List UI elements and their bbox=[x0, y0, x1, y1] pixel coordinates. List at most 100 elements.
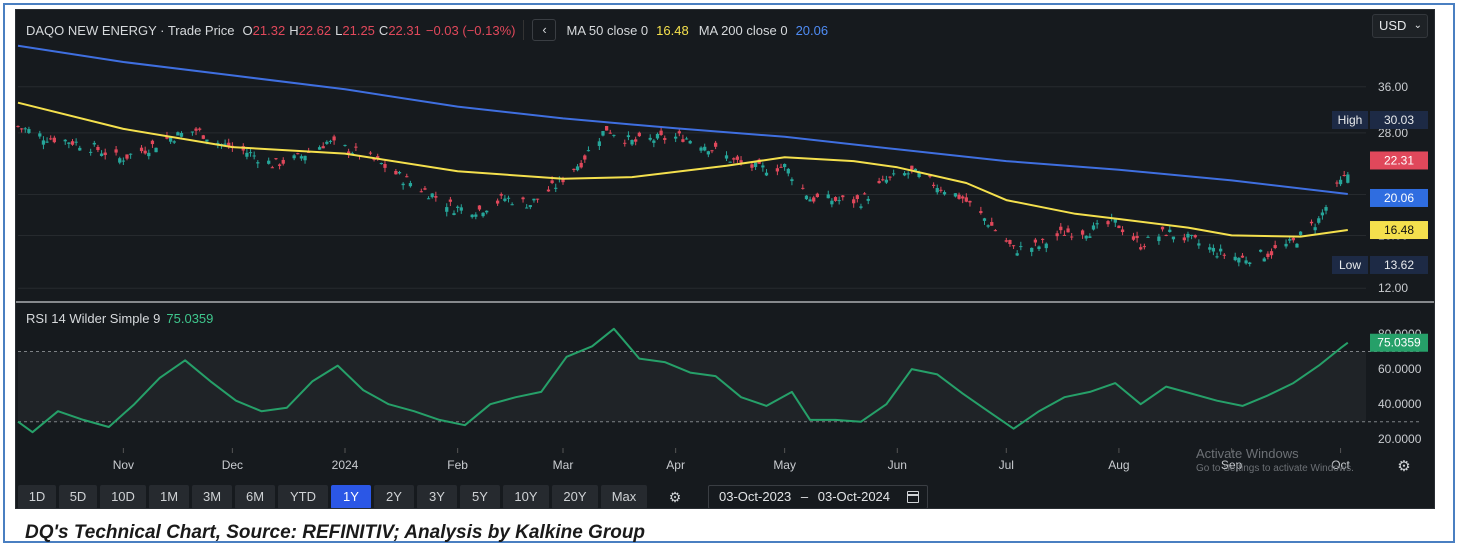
range-button-20y[interactable]: 20Y bbox=[552, 485, 598, 508]
candle-body bbox=[383, 164, 387, 168]
candle-body bbox=[575, 166, 580, 171]
candle-body bbox=[964, 197, 968, 202]
candle-body bbox=[49, 138, 53, 140]
candle-body bbox=[750, 164, 754, 168]
candle-body bbox=[1171, 236, 1176, 240]
range-button-5y[interactable]: 5Y bbox=[460, 485, 500, 508]
candle-body bbox=[495, 200, 500, 204]
candle-body bbox=[525, 207, 529, 209]
candle-body bbox=[1269, 251, 1274, 256]
candle-body bbox=[804, 195, 809, 200]
candle-body bbox=[1211, 247, 1216, 252]
candle-body bbox=[503, 198, 507, 201]
candle-body bbox=[1317, 218, 1321, 223]
candle-body bbox=[165, 135, 169, 139]
x-tick-label: Jun bbox=[888, 458, 907, 472]
candle-body bbox=[23, 128, 27, 130]
candle-body bbox=[655, 133, 660, 139]
candle-body bbox=[45, 141, 49, 143]
rsi-value: 75.0359 bbox=[166, 311, 214, 326]
range-button-2y[interactable]: 2Y bbox=[374, 485, 414, 508]
range-button-3m[interactable]: 3M bbox=[192, 485, 232, 508]
candle-body bbox=[139, 147, 144, 152]
candle-body bbox=[535, 198, 540, 200]
calendar-icon[interactable] bbox=[907, 491, 919, 503]
range-button-ytd[interactable]: YTD bbox=[278, 485, 328, 508]
candle-body bbox=[1004, 240, 1008, 242]
candle-body bbox=[1160, 226, 1165, 230]
candle-body bbox=[277, 164, 282, 166]
gear-icon[interactable]: ⚙ bbox=[668, 489, 682, 505]
candle-body bbox=[634, 139, 638, 142]
rsi-y-tick-label: 20.0000 bbox=[1378, 432, 1422, 446]
chevron-left-icon[interactable]: ‹ bbox=[532, 19, 557, 41]
range-button-5d[interactable]: 5D bbox=[59, 485, 97, 508]
x-tick-label: Feb bbox=[447, 458, 468, 472]
candle-body bbox=[684, 138, 689, 140]
currency-select[interactable]: USD ⌄ bbox=[1372, 14, 1428, 38]
candle-body bbox=[935, 188, 939, 193]
candle-body bbox=[1215, 256, 1219, 258]
close-label: C bbox=[378, 22, 389, 38]
ma200-label: MA 200 close 0 bbox=[698, 22, 788, 38]
candle-body bbox=[303, 155, 307, 161]
candle-body bbox=[445, 207, 449, 212]
candle-body bbox=[459, 207, 463, 211]
rsi-badge-box bbox=[1370, 333, 1428, 352]
candle-body bbox=[979, 211, 983, 214]
candle-body bbox=[572, 168, 576, 171]
candle-body bbox=[815, 193, 819, 198]
candle-body bbox=[328, 140, 333, 142]
rsi-badge-text: 75.0359 bbox=[1377, 336, 1421, 350]
candle-body bbox=[408, 183, 413, 187]
candle-body bbox=[256, 162, 260, 164]
range-button-10y[interactable]: 10Y bbox=[503, 485, 549, 508]
candle-body bbox=[1262, 258, 1266, 262]
candle-body bbox=[1208, 247, 1212, 250]
candle-body bbox=[1084, 235, 1088, 239]
candle-body bbox=[245, 152, 249, 157]
candle-body bbox=[1338, 179, 1343, 185]
x-tick-label: Mar bbox=[553, 458, 574, 472]
range-button-1d[interactable]: 1D bbox=[18, 485, 56, 508]
low-badge-box bbox=[1370, 255, 1428, 274]
candle-body bbox=[652, 140, 656, 143]
candle-body bbox=[510, 204, 514, 206]
range-button-max[interactable]: Max bbox=[601, 485, 647, 508]
ma50-badge-box bbox=[1370, 221, 1428, 240]
candle-body bbox=[267, 160, 271, 164]
range-button-6m[interactable]: 6M bbox=[235, 485, 275, 508]
candle-body bbox=[1197, 243, 1201, 246]
close-badge-box bbox=[1370, 151, 1428, 170]
high-badge-box bbox=[1370, 110, 1428, 129]
high-badge-label: High bbox=[1338, 113, 1363, 127]
price-and-rsi-plot[interactable]: 36.0028.0020.0016.0012.0080.000060.00004… bbox=[16, 10, 1435, 482]
candle-body bbox=[830, 200, 834, 205]
candle-body bbox=[579, 162, 583, 168]
rsi-y-tick-label: 40.0000 bbox=[1378, 397, 1422, 411]
date-from: 03-Oct-2023 bbox=[719, 489, 792, 504]
candle-body bbox=[1044, 243, 1048, 249]
range-button-3y[interactable]: 3Y bbox=[417, 485, 457, 508]
candle-body bbox=[1266, 253, 1270, 257]
candle-body bbox=[1342, 175, 1346, 177]
candle-body bbox=[859, 206, 863, 208]
candle-body bbox=[1164, 234, 1168, 236]
candle-body bbox=[1320, 212, 1325, 216]
candle-body bbox=[125, 154, 129, 159]
range-button-1m[interactable]: 1M bbox=[149, 485, 189, 508]
candle-body bbox=[168, 137, 173, 142]
candle-body bbox=[426, 198, 431, 200]
ma200-badge-box bbox=[1370, 188, 1428, 207]
candle-body bbox=[663, 138, 667, 140]
candle-body bbox=[477, 205, 482, 210]
range-button-1y[interactable]: 1Y bbox=[331, 485, 371, 508]
candle-body bbox=[710, 150, 714, 152]
candle-body bbox=[833, 197, 838, 201]
candle-body bbox=[89, 151, 93, 153]
candle-body bbox=[430, 193, 434, 198]
gear-icon[interactable]: ⚙ bbox=[1397, 458, 1411, 475]
candle-body bbox=[172, 141, 176, 143]
range-button-10d[interactable]: 10D bbox=[100, 485, 146, 508]
date-range-picker[interactable]: 03-Oct-2023 – 03-Oct-2024 bbox=[708, 485, 928, 508]
